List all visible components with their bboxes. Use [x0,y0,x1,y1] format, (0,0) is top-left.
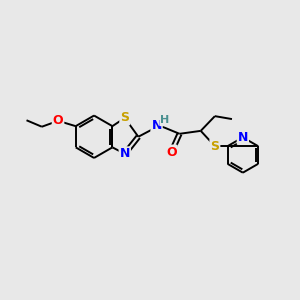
Text: H: H [160,115,170,125]
Text: N: N [152,119,162,132]
Text: N: N [120,147,130,160]
Text: O: O [53,114,63,127]
Text: N: N [238,131,248,144]
Text: S: S [210,140,219,153]
Text: S: S [120,111,129,124]
Text: O: O [166,146,177,159]
